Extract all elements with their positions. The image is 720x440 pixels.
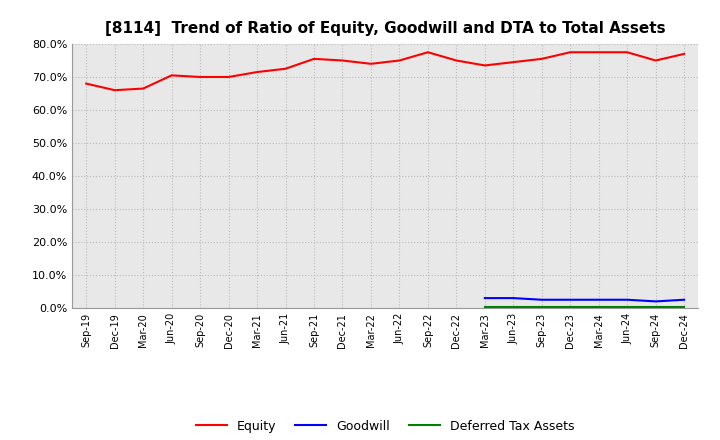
Deferred Tax Assets: [623, 304, 631, 310]
Equity: [480, 63, 489, 68]
Equity: [225, 74, 233, 80]
Equity: [509, 59, 518, 65]
Equity: [167, 73, 176, 78]
Goodwill: [623, 297, 631, 302]
Equity: [652, 58, 660, 63]
Equity: [196, 74, 204, 80]
Deferred Tax Assets: [537, 304, 546, 310]
Deferred Tax Assets: [652, 304, 660, 310]
Equity: [282, 66, 290, 71]
Equity: [338, 58, 347, 63]
Legend: Equity, Goodwill, Deferred Tax Assets: Equity, Goodwill, Deferred Tax Assets: [191, 414, 580, 437]
Goodwill: [595, 297, 603, 302]
Equity: [423, 50, 432, 55]
Deferred Tax Assets: [509, 304, 518, 310]
Equity: [366, 61, 375, 66]
Deferred Tax Assets: [680, 304, 688, 310]
Equity: [537, 56, 546, 62]
Line: Goodwill: Goodwill: [485, 298, 684, 301]
Deferred Tax Assets: [480, 304, 489, 310]
Equity: [139, 86, 148, 91]
Equity: [253, 70, 261, 75]
Deferred Tax Assets: [566, 304, 575, 310]
Equity: [595, 50, 603, 55]
Equity: [110, 88, 119, 93]
Goodwill: [566, 297, 575, 302]
Equity: [82, 81, 91, 86]
Goodwill: [480, 296, 489, 301]
Goodwill: [537, 297, 546, 302]
Goodwill: [680, 297, 688, 302]
Goodwill: [652, 299, 660, 304]
Deferred Tax Assets: [595, 304, 603, 310]
Equity: [452, 58, 461, 63]
Title: [8114]  Trend of Ratio of Equity, Goodwill and DTA to Total Assets: [8114] Trend of Ratio of Equity, Goodwil…: [105, 21, 665, 36]
Line: Equity: Equity: [86, 52, 684, 90]
Goodwill: [509, 296, 518, 301]
Equity: [623, 50, 631, 55]
Equity: [680, 51, 688, 56]
Equity: [310, 56, 318, 62]
Equity: [566, 50, 575, 55]
Equity: [395, 58, 404, 63]
